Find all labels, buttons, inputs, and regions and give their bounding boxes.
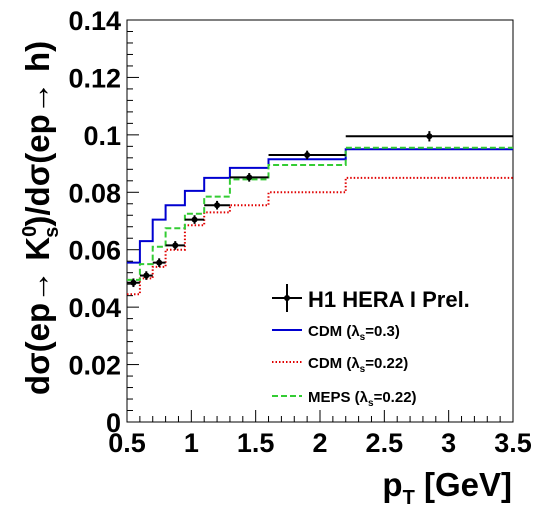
x-tick-label: 1.5 <box>237 428 275 458</box>
y-tick-label: 0.12 <box>68 63 121 93</box>
point-marker <box>246 174 253 181</box>
point-marker <box>172 242 179 249</box>
y-axis-title-sub: s <box>41 227 63 238</box>
series-line-2 <box>127 176 513 296</box>
data-point <box>204 200 230 210</box>
y-tick-label: 0.02 <box>68 351 121 381</box>
legend-entry-3: MEPS (λs=0.22) <box>272 389 417 409</box>
legend-label-data: H1 HERA I Prel. <box>308 287 470 312</box>
x-tick-label: 2.5 <box>366 428 404 458</box>
y-tick-label: 0.04 <box>68 293 121 323</box>
point-marker <box>426 133 433 140</box>
legend-entry-1: CDM (λs=0.3) <box>272 323 400 343</box>
y-axis-title-part-a: dσ(ep→ K <box>19 237 56 395</box>
data-point <box>139 271 153 280</box>
x-tick-label: 2 <box>312 428 327 458</box>
data-point <box>229 173 269 182</box>
data-point <box>345 131 513 142</box>
x-axis-title-sub: T <box>403 487 415 509</box>
y-tick-label: 0.14 <box>68 6 121 36</box>
data-point <box>165 241 185 250</box>
x-tick-label: 3.5 <box>494 428 532 458</box>
y-tick-label: 0.1 <box>83 121 121 151</box>
y-tick-label: 0.06 <box>68 236 121 266</box>
series-layer <box>127 146 513 296</box>
x-axis-title: pT [GeV] <box>382 466 512 509</box>
series-line-3 <box>127 146 513 281</box>
legend-label: MEPS (λs=0.22) <box>308 389 417 409</box>
point-marker <box>191 216 198 223</box>
x-tick-label: 1 <box>184 428 199 458</box>
y-tick-label: 0 <box>106 408 121 438</box>
y-axis-title-sup: 0 <box>19 226 41 237</box>
y-axis-title-part-b: )/dσ(ep→ h) <box>19 41 56 227</box>
series-line-1 <box>127 148 513 264</box>
data-points-layer <box>127 131 513 288</box>
legend-layer: H1 HERA I Prel. CDM (λs=0.3) CDM (λs=0.22)… <box>272 284 470 409</box>
y-tick-label: 0.08 <box>68 178 121 208</box>
x-tick-label: 0.5 <box>108 428 146 458</box>
point-marker <box>143 272 150 279</box>
legend-label: CDM (λs=0.22) <box>308 355 408 375</box>
point-marker <box>214 202 221 209</box>
legend-entry-data: H1 HERA I Prel. <box>272 284 470 312</box>
data-point <box>152 258 166 267</box>
point-marker <box>304 151 311 158</box>
x-axis-title-base: p <box>382 466 402 503</box>
data-point <box>184 215 205 224</box>
legend-swatch-marker <box>284 295 290 301</box>
axis-ticks-layer: 0 0.02 0.04 0.06 0.08 0.1 0.12 0.14 0.5 1 1.5 2 2.5 3… <box>68 6 531 458</box>
legend-entry-2: CDM (λs=0.22) <box>272 355 408 375</box>
legend-label: CDM (λs=0.3) <box>308 323 400 343</box>
point-marker <box>156 259 163 266</box>
x-tick-label: 3 <box>441 428 456 458</box>
point-marker <box>130 279 137 286</box>
y-axis-title: dσ(ep→ K0s)/dσ(ep→ h) <box>19 41 63 395</box>
data-point <box>268 150 346 160</box>
x-axis-title-unit: [GeV] <box>415 466 512 503</box>
